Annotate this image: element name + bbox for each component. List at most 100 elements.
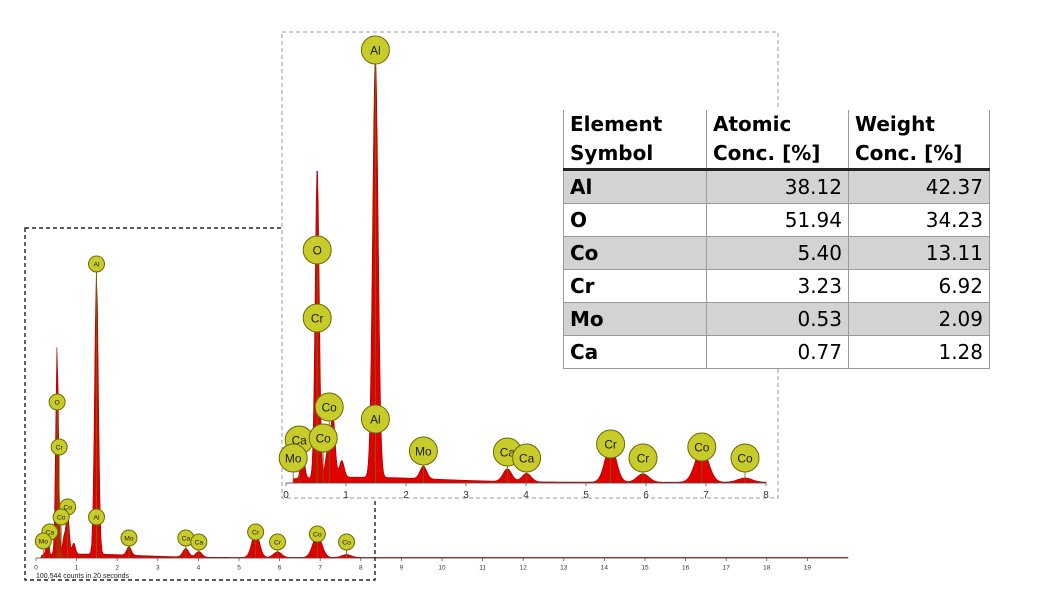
table-row: Ca 0.77 1.28 — [563, 335, 990, 369]
peak-label-badge — [190, 533, 208, 551]
peak-label: Mo — [39, 539, 49, 546]
peak-label-badge — [302, 235, 332, 265]
atomic-conc: 0.53 — [706, 302, 849, 336]
table-row: O 51.94 34.23 — [563, 203, 990, 237]
peak-label-badge — [269, 533, 287, 551]
x-tick-label: 2 — [115, 565, 119, 572]
peak-label: Al — [93, 515, 100, 522]
table-row: Mo 0.53 2.09 — [563, 302, 990, 336]
x-tick-label: 0 — [34, 565, 38, 572]
x-tick-label: 6 — [643, 490, 649, 501]
weight-conc: 13.11 — [848, 236, 990, 270]
peak-label-badge — [87, 255, 105, 273]
peak-label-badge — [120, 529, 138, 547]
element-symbol: O — [563, 203, 707, 237]
x-tick-label: 6 — [278, 565, 282, 572]
table-row: Co 5.40 13.11 — [563, 236, 990, 270]
x-tick-label: 7 — [318, 565, 322, 572]
x-tick-label: 10 — [438, 565, 446, 572]
peak-label: Cr — [56, 445, 64, 452]
peak-label-badge — [628, 443, 658, 473]
peak-label: Mo — [124, 536, 134, 543]
peak-label: Co — [63, 505, 72, 512]
counts-caption: 100,544 counts in 20 seconds — [36, 573, 130, 580]
element-symbol: Cr — [563, 269, 707, 303]
x-tick-label: 19 — [804, 565, 812, 572]
peak-label-badge — [302, 303, 332, 333]
peak-label-badge — [308, 423, 338, 453]
peak-label-badge — [512, 443, 542, 473]
x-tick-label: 4 — [523, 490, 529, 501]
table-row: Al 38.12 42.37 — [563, 169, 990, 204]
table-header-row: Element Atomic Weight — [563, 110, 990, 139]
x-tick-label: 8 — [763, 490, 769, 501]
x-tick-label: 12 — [520, 565, 528, 572]
x-tick-label: 3 — [156, 565, 160, 572]
weight-conc: 34.23 — [848, 203, 990, 237]
peak-label-badge — [87, 508, 105, 526]
x-tick-label: 8 — [359, 565, 363, 572]
peak-label: Ca — [45, 530, 54, 537]
header-atomic: Atomic — [706, 110, 849, 139]
peak-label: O — [54, 400, 59, 407]
x-tick-label: 3 — [463, 490, 469, 501]
peak-label: Ca — [500, 445, 516, 459]
x-tick-label: 1 — [343, 490, 349, 501]
peak-label: Ca — [519, 451, 535, 465]
x-tick-label: 18 — [763, 565, 771, 572]
x-tick-label: 16 — [682, 565, 690, 572]
spectrum-area — [36, 271, 849, 559]
table-header-row: Symbol Conc. [%] Conc. [%] — [563, 139, 990, 171]
weight-conc: 2.09 — [848, 302, 990, 336]
peak-label-badge — [596, 429, 626, 459]
peak-label-badge — [687, 432, 717, 462]
header-weight: Weight — [848, 110, 990, 139]
atomic-conc: 51.94 — [706, 203, 849, 237]
table-row: Cr 3.23 6.92 — [563, 269, 990, 303]
peak-label: O — [313, 243, 322, 257]
element-symbol: Co — [563, 236, 707, 270]
x-tick-label: 13 — [560, 565, 568, 572]
element-symbol: Al — [563, 169, 707, 204]
peak-label: Cr — [252, 530, 260, 537]
peak-label: Cr — [604, 437, 617, 451]
peak-label: Co — [313, 532, 322, 539]
peak-label-badge — [34, 532, 52, 550]
header-weight-unit: Conc. [%] — [848, 139, 990, 171]
peak-label-badge — [360, 404, 390, 434]
peak-label: Co — [694, 440, 710, 454]
x-tick-label: 2 — [403, 490, 409, 501]
x-tick-label: 7 — [703, 490, 709, 501]
atomic-conc: 5.40 — [706, 236, 849, 270]
atomic-conc: 0.77 — [706, 335, 849, 369]
x-tick-label: 11 — [479, 565, 486, 572]
peak-label: Al — [370, 43, 381, 57]
x-tick-label: 14 — [601, 565, 609, 572]
header-symbol: Symbol — [563, 139, 707, 171]
peak-label: Al — [370, 412, 381, 426]
peak-label: Cr — [311, 311, 324, 325]
peak-label-badge — [314, 392, 344, 422]
weight-conc: 1.28 — [848, 335, 990, 369]
peak-label: Co — [737, 451, 753, 465]
x-tick-label: 17 — [723, 565, 731, 572]
peak-label-badge — [50, 438, 68, 456]
peak-label: Co — [316, 431, 332, 445]
peak-label: Cr — [274, 540, 282, 547]
peak-label: Co — [342, 540, 351, 547]
atomic-conc: 38.12 — [706, 169, 849, 204]
atomic-conc: 3.23 — [706, 269, 849, 303]
peak-label-badge — [308, 525, 326, 543]
peak-label-badge — [247, 523, 265, 541]
peak-label: Co — [57, 515, 66, 522]
weight-conc: 6.92 — [848, 269, 990, 303]
peak-label: Co — [322, 400, 338, 414]
peak-label-badge — [52, 508, 70, 526]
x-tick-label: 0 — [283, 490, 289, 501]
full-range-spectrum: 0 1 2 3 4 5 6 7 8 9 10 11 12 13 14 15 16 17 18 19AlOCrCoCaC… — [34, 255, 849, 572]
x-tick-label: 4 — [197, 565, 201, 572]
peak-label: Mo — [285, 451, 302, 465]
peak-label-badge — [360, 35, 390, 65]
header-atomic-unit: Conc. [%] — [706, 139, 849, 171]
peak-label-badge — [408, 436, 438, 466]
